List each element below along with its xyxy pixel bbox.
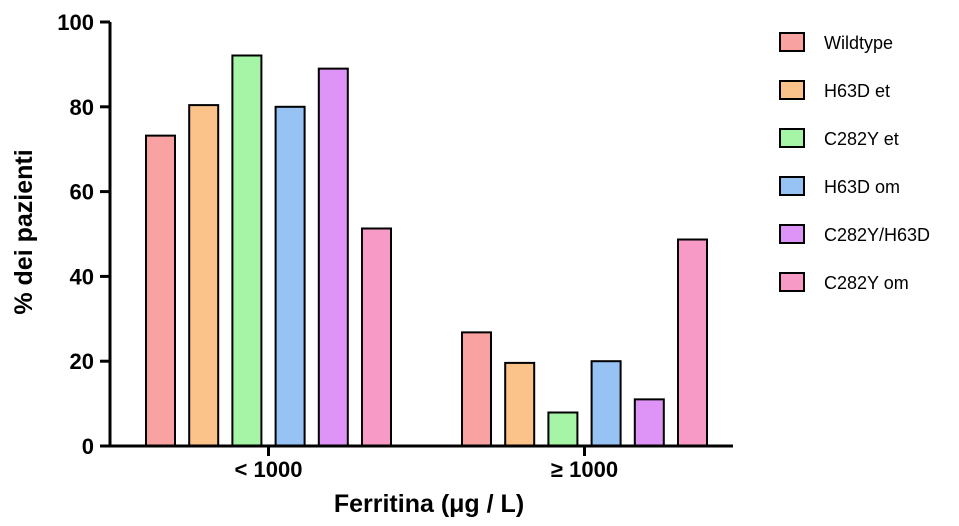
legend-label: H63D om <box>824 177 900 197</box>
bar-h63d-om-ge-1000 <box>590 360 622 448</box>
y-tick-label: 80 <box>70 95 94 120</box>
y-tick-label: 100 <box>57 10 94 35</box>
bar-c282y-om-lt-1000 <box>361 227 392 447</box>
legend-label: H63D et <box>824 81 890 101</box>
bar-c282y-et-lt-1000 <box>231 54 263 447</box>
y-tick-label: 40 <box>70 264 94 289</box>
y-tick-label: 20 <box>70 349 94 374</box>
bar-h63d-om-lt-1000 <box>274 105 306 448</box>
bar-wildtype-lt-1000 <box>145 134 176 448</box>
legend-label: C282Y om <box>824 273 909 293</box>
x-category-label: < 1000 <box>235 457 303 482</box>
x-ticks-group: < 1000 ≥ 1000 <box>235 446 618 482</box>
legend-swatch <box>779 128 805 148</box>
legend-swatch <box>779 80 805 100</box>
legend-label: C282Y/H63D <box>824 225 930 245</box>
bar-wildtype-ge-1000 <box>461 331 492 448</box>
bar-c282y-om-ge-1000 <box>677 238 708 447</box>
y-axis-title: % dei pazienti <box>10 149 38 314</box>
bar-c282y-h63d-ge-1000 <box>633 398 665 447</box>
y-tick-label: 0 <box>82 434 94 459</box>
legend: Wildtype H63D et C282Y et H63D om C282Y/H63D… <box>779 32 930 293</box>
x-axis-title: Ferritina (μg / L) <box>334 490 524 518</box>
legend-swatch <box>779 224 805 244</box>
bars-group <box>145 54 708 448</box>
y-ticks-group: 0 20 40 60 80 100 <box>57 10 110 459</box>
bar-h63d-et-ge-1000 <box>504 361 536 447</box>
y-tick-label: 60 <box>70 180 94 205</box>
legend-label: C282Y et <box>824 129 899 149</box>
x-category-label: ≥ 1000 <box>551 457 618 482</box>
legend-swatch <box>779 32 805 52</box>
legend-swatch <box>779 176 805 196</box>
legend-label: Wildtype <box>824 33 893 53</box>
bar-h63d-et-lt-1000 <box>188 104 220 447</box>
legend-swatch <box>779 272 805 292</box>
bar-c282y-h63d-lt-1000 <box>317 67 349 447</box>
bar-c282y-et-ge-1000 <box>547 411 579 447</box>
